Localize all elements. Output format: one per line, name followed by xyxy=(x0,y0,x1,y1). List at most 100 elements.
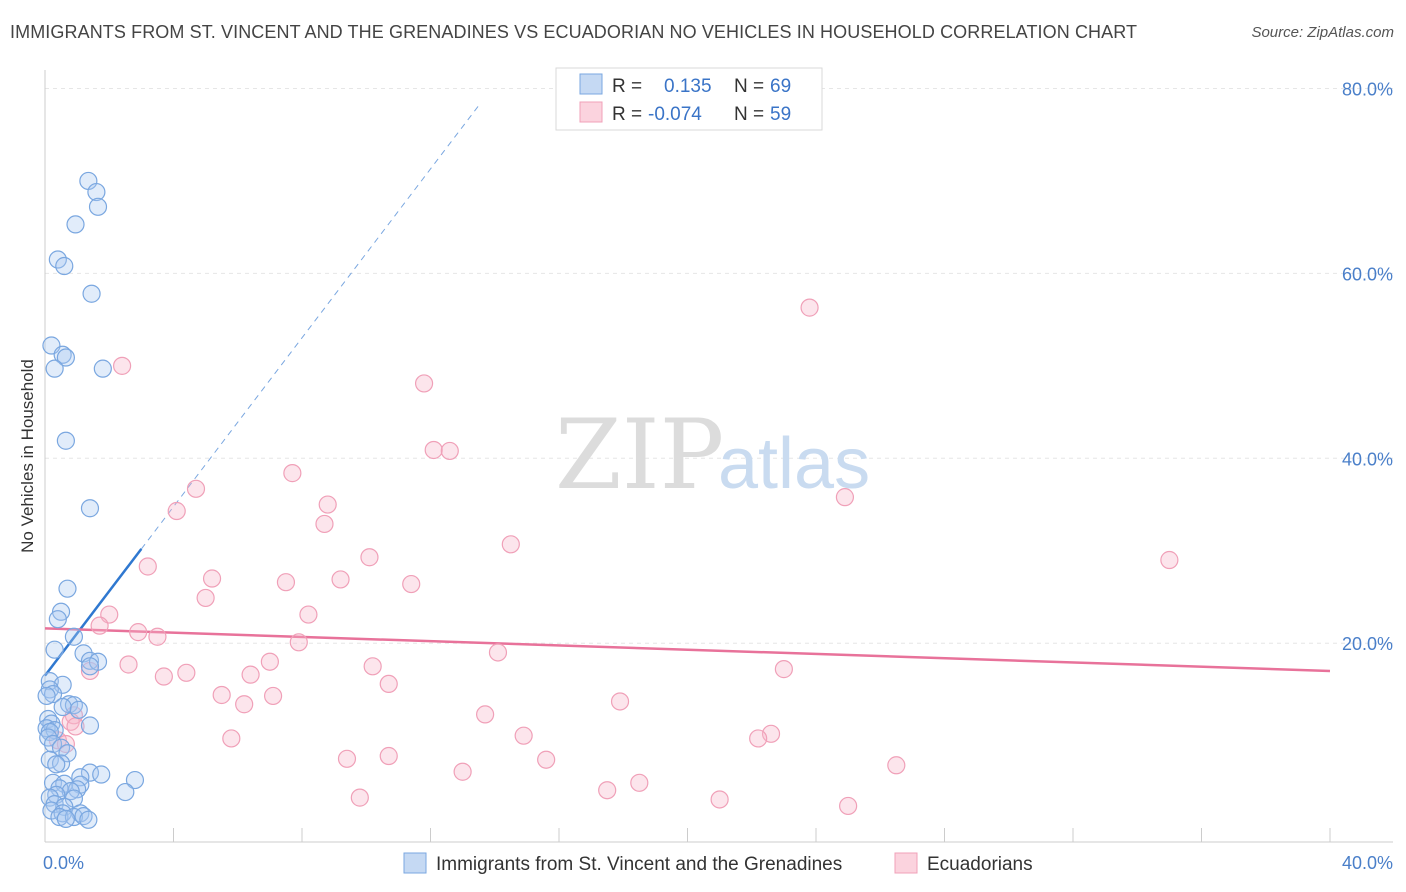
data-point-ecuadorian xyxy=(263,686,283,706)
data-point-st-vincent xyxy=(116,782,135,802)
data-point-ecuadorian xyxy=(476,705,495,724)
data-point-ecuadorian xyxy=(379,674,398,694)
data-point-ecuadorian xyxy=(630,773,649,792)
data-point-st-vincent xyxy=(45,640,64,659)
bottom-legend-label-blue: Immigrants from St. Vincent and the Gren… xyxy=(436,854,842,875)
data-point-st-vincent xyxy=(48,610,67,629)
data-point-ecuadorian xyxy=(537,750,556,769)
legend-n-value-1: 69 xyxy=(770,76,791,97)
data-point-ecuadorian xyxy=(710,790,729,809)
data-point-ecuadorian xyxy=(402,574,421,594)
trend-line-blue-extension xyxy=(140,105,480,550)
data-point-ecuadorian xyxy=(360,548,379,567)
data-point-ecuadorian xyxy=(283,464,302,483)
data-point-ecuadorian xyxy=(800,298,819,317)
data-point-st-vincent xyxy=(55,256,74,276)
data-point-ecuadorian xyxy=(299,605,318,624)
data-point-ecuadorian xyxy=(835,488,855,507)
data-point-st-vincent xyxy=(92,765,111,784)
y-tick-label: 20.0% xyxy=(1342,634,1393,654)
data-point-st-vincent xyxy=(79,810,98,829)
data-point-st-vincent xyxy=(80,499,100,518)
legend-r-value-2: -0.074 xyxy=(648,104,702,125)
grid-lines xyxy=(45,87,1393,644)
data-point-ecuadorian xyxy=(337,749,357,768)
data-point-ecuadorian xyxy=(1160,550,1179,570)
data-point-st-vincent xyxy=(80,716,100,735)
data-point-ecuadorian xyxy=(222,729,241,748)
bottom-legend-label-pink: Ecuadorians xyxy=(927,854,1033,875)
data-point-st-vincent xyxy=(93,359,112,378)
data-point-st-vincent xyxy=(48,250,67,269)
data-point-ecuadorian xyxy=(119,655,138,674)
data-point-st-vincent xyxy=(71,768,90,787)
data-point-ecuadorian xyxy=(610,692,630,711)
data-point-ecuadorian xyxy=(186,479,206,498)
data-point-st-vincent xyxy=(43,684,63,704)
data-point-ecuadorian xyxy=(202,569,222,588)
data-point-ecuadorian xyxy=(129,623,148,642)
data-point-ecuadorian xyxy=(315,514,334,534)
bottom-legend-swatch-blue xyxy=(403,852,427,874)
data-point-ecuadorian xyxy=(598,781,617,800)
data-point-st-vincent xyxy=(47,755,66,774)
data-point-ecuadorian xyxy=(453,762,472,781)
data-point-ecuadorian xyxy=(148,627,167,646)
data-point-ecuadorian xyxy=(350,788,369,807)
data-point-ecuadorian xyxy=(167,501,186,521)
legend-swatch-pink xyxy=(579,101,603,123)
data-point-ecuadorian xyxy=(774,660,793,679)
data-point-st-vincent xyxy=(58,744,77,763)
y-axis-label: No Vehicles in Household xyxy=(18,359,37,553)
data-point-ecuadorian xyxy=(363,657,382,676)
legend-n-label-2: N = xyxy=(734,104,764,125)
data-point-ecuadorian xyxy=(331,570,350,589)
data-points xyxy=(37,171,1179,829)
data-point-st-vincent xyxy=(66,215,85,234)
data-point-ecuadorian xyxy=(501,535,520,554)
source-label: Source: ZipAtlas.com xyxy=(1251,24,1394,41)
data-point-ecuadorian xyxy=(424,440,443,460)
data-point-st-vincent xyxy=(88,197,108,216)
watermark-atlas: atlas xyxy=(718,424,870,504)
data-point-st-vincent xyxy=(37,686,56,706)
data-point-ecuadorian xyxy=(514,726,533,745)
legend-n-value-2: 59 xyxy=(770,104,791,125)
legend-box: R = 0.135 N = 69 R = -0.074 N = 59 xyxy=(555,67,823,131)
data-point-st-vincent xyxy=(125,770,145,790)
data-point-st-vincent xyxy=(50,807,69,827)
watermark: ZIP atlas xyxy=(555,399,870,511)
y-tick-label: 80.0% xyxy=(1342,79,1393,99)
data-point-st-vincent xyxy=(69,700,88,719)
y-tick-label: 60.0% xyxy=(1342,264,1393,284)
watermark-zip: ZIP xyxy=(555,399,724,511)
legend-swatch-blue xyxy=(579,73,603,95)
data-point-ecuadorian xyxy=(887,756,906,775)
legend-n-label-1: N = xyxy=(734,76,764,97)
data-point-st-vincent xyxy=(56,809,75,828)
bottom-legend-swatch-pink xyxy=(894,852,918,874)
legend-r-label-2: R = xyxy=(612,104,642,125)
data-point-st-vincent xyxy=(45,359,64,378)
data-point-ecuadorian xyxy=(235,695,254,714)
data-point-st-vincent xyxy=(82,284,101,303)
legend-r-label-1: R = xyxy=(612,76,642,97)
data-point-st-vincent xyxy=(87,182,106,202)
data-point-ecuadorian xyxy=(138,557,157,576)
data-point-ecuadorian xyxy=(276,573,296,592)
data-point-st-vincent xyxy=(53,345,72,364)
data-point-ecuadorian xyxy=(839,796,858,816)
data-point-ecuadorian xyxy=(177,663,196,682)
x-tick-label: 40.0% xyxy=(1342,853,1393,873)
data-point-st-vincent xyxy=(64,627,84,646)
data-point-ecuadorian xyxy=(154,667,173,686)
trend-line-pink xyxy=(44,627,1331,673)
x-tick-labels: 0.0% 40.0% xyxy=(43,853,1393,873)
x-tick-label: 0.0% xyxy=(43,853,84,873)
data-point-ecuadorian xyxy=(289,633,308,652)
trend-lines xyxy=(44,105,1331,677)
data-point-ecuadorian xyxy=(241,665,260,684)
data-point-ecuadorian xyxy=(318,495,337,514)
data-point-ecuadorian xyxy=(260,652,279,671)
